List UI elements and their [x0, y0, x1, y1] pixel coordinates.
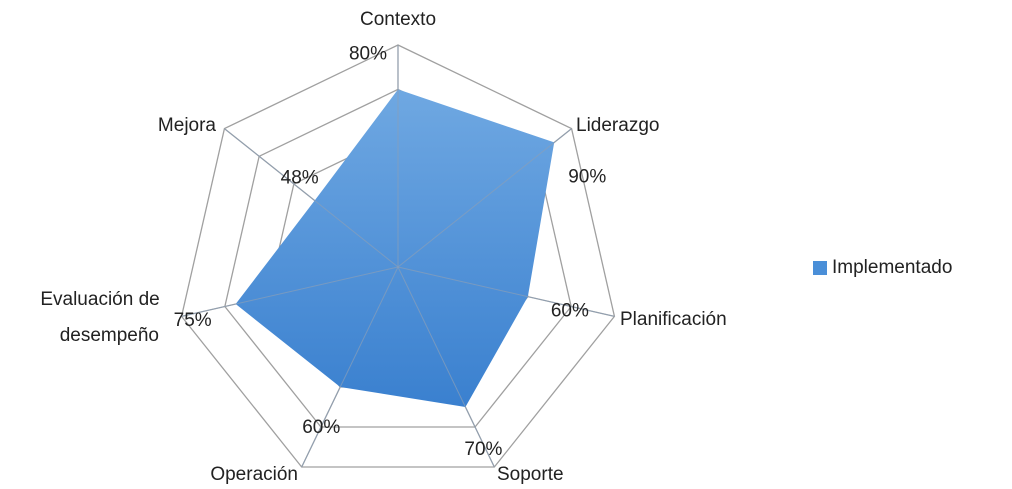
- value-label: 80%: [349, 43, 387, 64]
- category-label: Evaluación de desempeño: [40, 289, 165, 346]
- value-label: 48%: [281, 168, 319, 189]
- legend-label: Implementado: [832, 257, 952, 278]
- legend-swatch: [813, 261, 827, 275]
- grid-ring: [180, 44, 616, 468]
- category-label: Soporte: [497, 464, 564, 485]
- spoke-over: [397, 128, 572, 268]
- category-label: Operación: [210, 464, 298, 485]
- category-line: Evaluación de: [40, 289, 165, 310]
- category-label: Mejora: [158, 115, 217, 136]
- spoke-over: [397, 266, 495, 468]
- value-label: 60%: [302, 417, 340, 438]
- category-label: Planificación: [620, 309, 727, 330]
- category-line: desempeño: [60, 325, 159, 346]
- category-label: Liderazgo: [576, 115, 659, 136]
- spoke-over: [181, 266, 399, 317]
- value-label: 60%: [551, 301, 589, 322]
- category-label: Contexto: [360, 9, 436, 30]
- value-label: 70%: [464, 439, 502, 460]
- spoke-over: [397, 266, 615, 317]
- value-label: 90%: [568, 166, 606, 187]
- spoke-over: [301, 266, 399, 468]
- series-area: [235, 89, 555, 408]
- spoke-over: [224, 128, 399, 268]
- value-label: 75%: [174, 310, 212, 331]
